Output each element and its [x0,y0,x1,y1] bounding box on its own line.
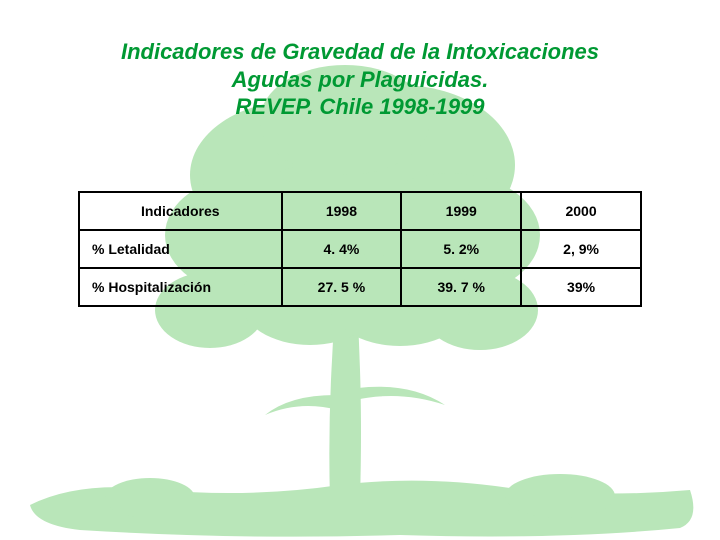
table-cell: 39. 7 % [401,268,521,306]
title-line-2: Agudas por Plaguicidas. [40,66,680,94]
table-header-row: Indicadores 1998 1999 2000 [79,192,641,230]
table-cell: 27. 5 % [282,268,402,306]
table-cell: % Letalidad [79,230,282,268]
indicators-table-container: Indicadores 1998 1999 2000 % Letalidad 4… [78,191,642,307]
table-row: % Letalidad 4. 4% 5. 2% 2, 9% [79,230,641,268]
table-cell: % Hospitalización [79,268,282,306]
col-header: Indicadores [79,192,282,230]
title-line-3: REVEP. Chile 1998-1999 [40,93,680,121]
slide-title: Indicadores de Gravedad de la Intoxicaci… [0,38,720,121]
table-cell: 4. 4% [282,230,402,268]
table-row: % Hospitalización 27. 5 % 39. 7 % 39% [79,268,641,306]
col-header: 1998 [282,192,402,230]
indicators-table: Indicadores 1998 1999 2000 % Letalidad 4… [78,191,642,307]
col-header: 2000 [521,192,641,230]
title-line-1: Indicadores de Gravedad de la Intoxicaci… [40,38,680,66]
table-cell: 5. 2% [401,230,521,268]
col-header: 1999 [401,192,521,230]
table-cell: 2, 9% [521,230,641,268]
table-cell: 39% [521,268,641,306]
